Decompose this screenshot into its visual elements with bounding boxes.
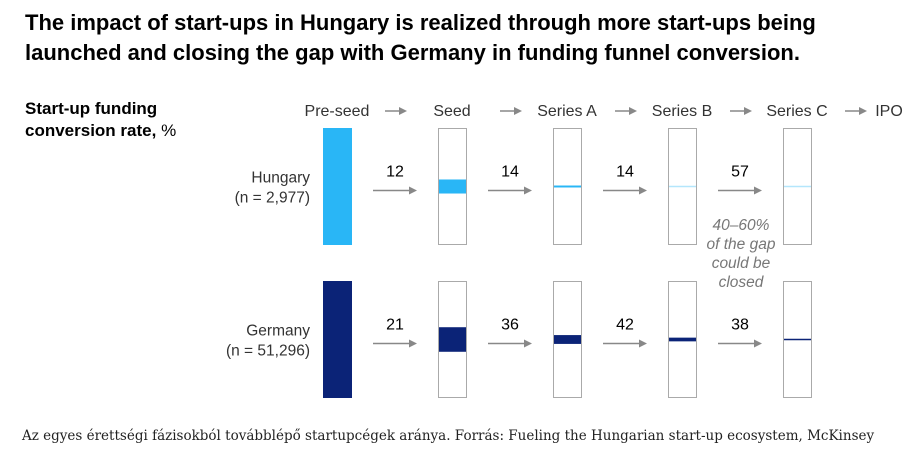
row-arrow-2-1-head bbox=[409, 339, 417, 348]
annotation-line-4: closed bbox=[719, 274, 765, 291]
y-axis-unit: % bbox=[161, 121, 177, 140]
stage-arrow-2-head bbox=[514, 107, 522, 115]
rate-label-1-3: 14 bbox=[616, 164, 634, 181]
stage-label-1: Pre-seed bbox=[305, 103, 370, 120]
rate-label-1-2: 14 bbox=[501, 164, 519, 181]
figure-caption: Az egyes érettségi fázisokból továbblépő… bbox=[22, 428, 875, 444]
rate-label-1-4: 57 bbox=[731, 164, 749, 181]
y-axis-label-bold: Start-up funding conversion rate, % bbox=[25, 98, 176, 142]
row-arrow-2-2-head bbox=[524, 339, 532, 348]
y-axis-label-line-2: conversion rate, % bbox=[25, 121, 177, 140]
chart-title: The impact of start-ups in Hungary is re… bbox=[25, 10, 816, 65]
stage-arrow-4-head bbox=[744, 107, 752, 115]
y-axis-label: Start-up funding conversion rate, % bbox=[25, 98, 176, 142]
annotation-line-2: of the gap bbox=[707, 236, 776, 253]
bar-2-1 bbox=[323, 281, 352, 398]
rate-label-2-4: 38 bbox=[731, 317, 749, 334]
rate-label-1-1: 12 bbox=[386, 164, 404, 181]
row-arrow-1-4-head bbox=[754, 186, 762, 195]
stage-arrow-5-head bbox=[859, 107, 867, 115]
box-1-4 bbox=[668, 128, 697, 245]
annotation-line-1: 40–60% bbox=[713, 217, 770, 234]
row-arrow-1-3-head bbox=[639, 186, 647, 195]
bar-1-5 bbox=[784, 185, 811, 188]
bar-2-3 bbox=[554, 335, 581, 344]
funding-funnel-chart: Pre-seed Seed Series A Series B Series C IPO H… bbox=[226, 103, 903, 398]
bar-2-5 bbox=[784, 338, 811, 341]
box-1-5 bbox=[783, 128, 812, 245]
rate-label-2-1: 21 bbox=[386, 317, 404, 334]
bar-2-4 bbox=[669, 337, 696, 342]
bar-1-2 bbox=[439, 179, 466, 194]
series-sample-2: (n = 51,296) bbox=[226, 343, 310, 360]
stage-label-4: Series B bbox=[652, 103, 712, 120]
bar-1-4 bbox=[669, 185, 696, 188]
bar-1-3 bbox=[554, 185, 581, 188]
stage-label-2: Seed bbox=[433, 103, 470, 120]
stage-arrow-1-head bbox=[399, 107, 407, 115]
series-label-2: Germany bbox=[246, 323, 310, 340]
row-arrow-1-1-head bbox=[409, 186, 417, 195]
bar-2-2 bbox=[439, 327, 466, 352]
row-arrow-2-3-head bbox=[639, 339, 647, 348]
bar-1-1 bbox=[323, 128, 352, 245]
stage-arrow-3-head bbox=[629, 107, 637, 115]
row-arrow-1-2-head bbox=[524, 186, 532, 195]
y-axis-label-line-1: Start-up funding bbox=[25, 99, 158, 118]
rate-label-2-3: 42 bbox=[616, 317, 634, 334]
row-arrow-2-4-head bbox=[754, 339, 762, 348]
stage-label-6: IPO bbox=[875, 103, 903, 120]
stage-label-5: Series C bbox=[766, 103, 827, 120]
annotation-line-3: could be bbox=[712, 255, 771, 272]
series-label-1: Hungary bbox=[251, 170, 310, 187]
stage-label-3: Series A bbox=[537, 103, 597, 120]
series-sample-1: (n = 2,977) bbox=[235, 190, 310, 207]
rate-label-2-2: 36 bbox=[501, 317, 519, 334]
